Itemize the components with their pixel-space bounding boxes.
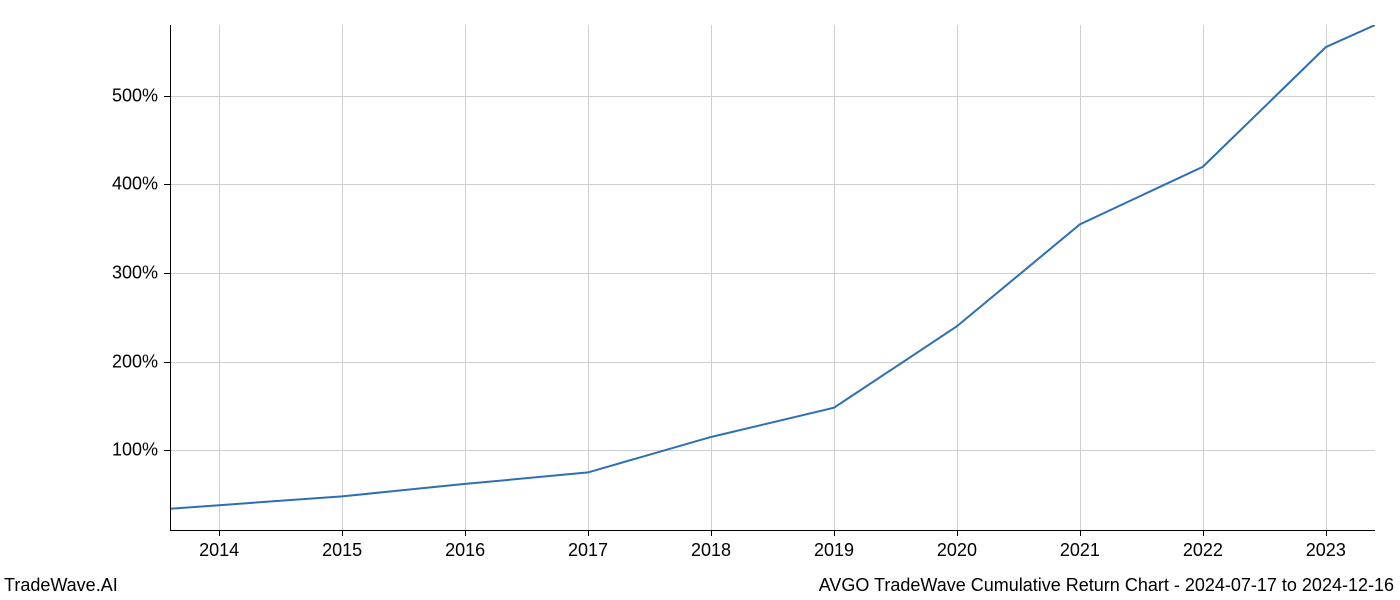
x-tick-label: 2014 [199, 540, 239, 561]
x-tick-label: 2017 [568, 540, 608, 561]
x-tick-label: 2019 [814, 540, 854, 561]
return-line-series [170, 25, 1375, 509]
x-tick-label: 2023 [1306, 540, 1346, 561]
x-tick-label: 2018 [691, 540, 731, 561]
x-tick-label: 2015 [322, 540, 362, 561]
footer-brand: TradeWave.AI [4, 575, 118, 596]
chart-container: 2014 2015 2016 2017 2018 2019 2020 2021 2022 2023… [0, 0, 1400, 600]
y-tick-label: 500% [112, 85, 158, 106]
x-tick-label: 2021 [1060, 540, 1100, 561]
x-axis-spine [170, 530, 1375, 531]
footer-caption: AVGO TradeWave Cumulative Return Chart -… [819, 575, 1394, 596]
x-tick-label: 2022 [1183, 540, 1223, 561]
line-chart-svg [0, 0, 1400, 600]
x-tick-label: 2020 [937, 540, 977, 561]
x-tick-label: 2016 [445, 540, 485, 561]
y-tick-label: 300% [112, 263, 158, 284]
y-axis-spine [170, 25, 171, 530]
y-tick-label: 200% [112, 351, 158, 372]
y-tick-label: 400% [112, 174, 158, 195]
y-tick-label: 100% [112, 440, 158, 461]
